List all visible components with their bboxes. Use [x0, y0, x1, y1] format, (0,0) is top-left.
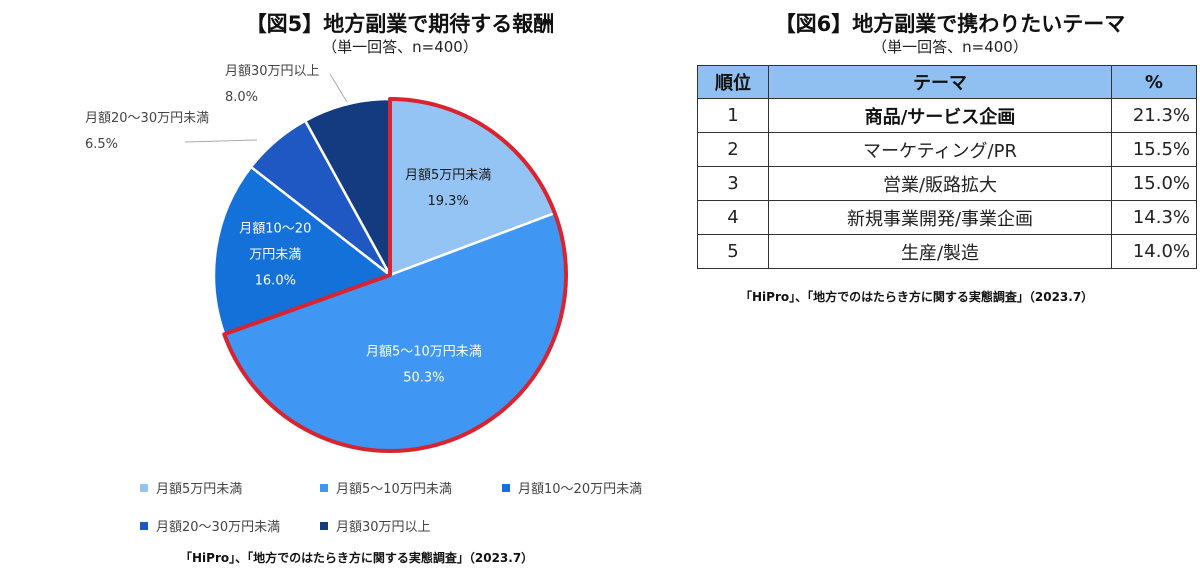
slice-category-label: 月額30万円以上: [225, 64, 320, 79]
legend-label: 月額5万円未満: [156, 482, 243, 497]
cell-theme: 新規事業開発/事業企画: [768, 200, 1112, 235]
leader-line: [184, 139, 258, 143]
cell-percent: 21.3%: [1111, 98, 1197, 133]
header-rank: 順位: [697, 65, 769, 99]
table-row: 5 生産/製造 14.0%: [697, 234, 1197, 269]
header-percent: %: [1111, 65, 1197, 99]
theme-ranking-table: 順位 テーマ % 1 商品/サービス企画 21.3% 2 マーケティング/PR …: [697, 65, 1197, 269]
cell-percent: 15.0%: [1111, 166, 1197, 201]
table-row: 2 マーケティング/PR 15.5%: [697, 132, 1197, 167]
legend-item: 月額10〜20万円未満: [502, 478, 642, 497]
cell-rank: 1: [697, 98, 769, 133]
slice-value-label: 16.0%: [255, 274, 296, 289]
figure6-source: 「HiPro」、「地方でのはたらき方に関する実態調査」（2023.7）: [740, 290, 1094, 304]
pie-slice: [212, 165, 393, 336]
legend-item: 月額5万円未満: [140, 478, 242, 497]
legend-item: 月額5〜10万円未満: [320, 478, 452, 497]
slice-category-label: 月額10〜20: [239, 222, 311, 237]
legend-swatch: [140, 522, 148, 530]
table-header-row: 順位 テーマ %: [697, 65, 1197, 99]
cell-percent: 14.3%: [1111, 200, 1197, 235]
cell-theme: マーケティング/PR: [768, 132, 1112, 167]
cell-rank: 4: [697, 200, 769, 235]
slice-category-label: 万円未満: [249, 248, 301, 263]
leader-line: [329, 73, 348, 103]
cell-percent: 14.0%: [1111, 234, 1197, 269]
figure6-title: 【図6】地方副業で携わりたいテーマ: [774, 12, 1126, 36]
slice-category-label: 月額5万円未満: [405, 168, 491, 183]
table-row: 3 営業/販路拡大 15.0%: [697, 166, 1197, 201]
cell-theme: 生産/製造: [768, 234, 1112, 269]
legend-swatch: [320, 484, 328, 492]
highlight-outline: [222, 97, 568, 453]
legend-swatch: [502, 484, 510, 492]
legend-item: 月額20〜30万円未満: [140, 516, 280, 535]
cell-rank: 5: [697, 234, 769, 269]
cell-theme: 商品/サービス企画: [768, 98, 1112, 133]
table-row: 1 商品/サービス企画 21.3%: [697, 98, 1197, 133]
table-row: 4 新規事業開発/事業企画 14.3%: [697, 200, 1197, 235]
legend-label: 月額20〜30万円未満: [156, 520, 281, 535]
figure5-subtitle: （単一回答、n=400）: [322, 38, 478, 56]
legend-swatch: [140, 484, 148, 492]
pie-chart: 月額5万円未満 19.3% 月額5〜10万円未満 50.3% 月額10〜20 万円未満 16…: [85, 64, 568, 453]
cell-rank: 2: [697, 132, 769, 167]
figure6-subtitle: （単一回答、n=400）: [872, 38, 1028, 56]
slice-category-label: 月額20〜30万円未満: [85, 111, 209, 126]
legend-label: 月額30万円以上: [336, 520, 431, 535]
legend-label: 月額5〜10万円未満: [336, 482, 452, 497]
figure5-source: 「HiPro」、「地方でのはたらき方に関する実態調査」（2023.7）: [180, 551, 534, 565]
slice-value-label: 50.3%: [403, 371, 444, 386]
header-theme: テーマ: [768, 65, 1112, 99]
slice-value-label: 8.0%: [225, 90, 258, 105]
cell-theme: 営業/販路拡大: [768, 166, 1112, 201]
cell-percent: 15.5%: [1111, 132, 1197, 167]
slice-category-label: 月額5〜10万円未満: [366, 345, 482, 360]
figure5-title: 【図5】地方副業で期待する報酬: [245, 12, 555, 36]
legend-label: 月額10〜20万円未満: [518, 482, 643, 497]
slice-value-label: 19.3%: [427, 194, 468, 209]
legend-item: 月額30万円以上: [320, 516, 431, 535]
cell-rank: 3: [697, 166, 769, 201]
slice-value-label: 6.5%: [85, 137, 118, 152]
legend-swatch: [320, 522, 328, 530]
